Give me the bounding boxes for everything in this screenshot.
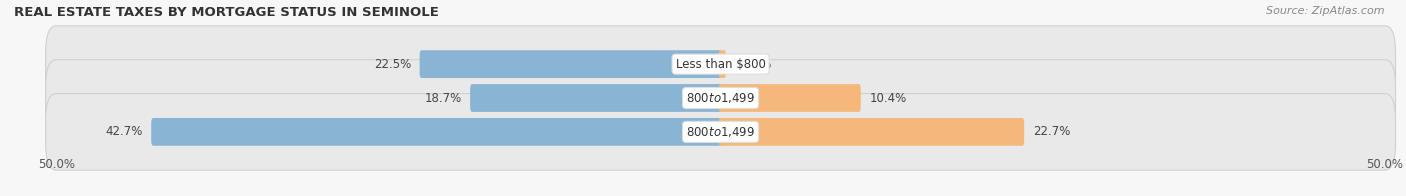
FancyBboxPatch shape — [45, 60, 1396, 136]
FancyBboxPatch shape — [152, 118, 723, 146]
FancyBboxPatch shape — [470, 84, 723, 112]
FancyBboxPatch shape — [718, 118, 1024, 146]
Text: $800 to $1,499: $800 to $1,499 — [686, 91, 755, 105]
Text: $800 to $1,499: $800 to $1,499 — [686, 125, 755, 139]
Text: 22.7%: 22.7% — [1033, 125, 1070, 138]
Text: Less than $800: Less than $800 — [676, 58, 765, 71]
FancyBboxPatch shape — [45, 94, 1396, 170]
FancyBboxPatch shape — [419, 50, 723, 78]
FancyBboxPatch shape — [718, 84, 860, 112]
Text: 10.4%: 10.4% — [869, 92, 907, 104]
Text: 42.7%: 42.7% — [105, 125, 142, 138]
FancyBboxPatch shape — [45, 26, 1396, 102]
Text: 22.5%: 22.5% — [374, 58, 411, 71]
Text: REAL ESTATE TAXES BY MORTGAGE STATUS IN SEMINOLE: REAL ESTATE TAXES BY MORTGAGE STATUS IN … — [14, 6, 439, 19]
Text: 0.26%: 0.26% — [735, 58, 772, 71]
Text: 18.7%: 18.7% — [425, 92, 461, 104]
Text: Source: ZipAtlas.com: Source: ZipAtlas.com — [1267, 6, 1385, 16]
FancyBboxPatch shape — [718, 50, 725, 78]
